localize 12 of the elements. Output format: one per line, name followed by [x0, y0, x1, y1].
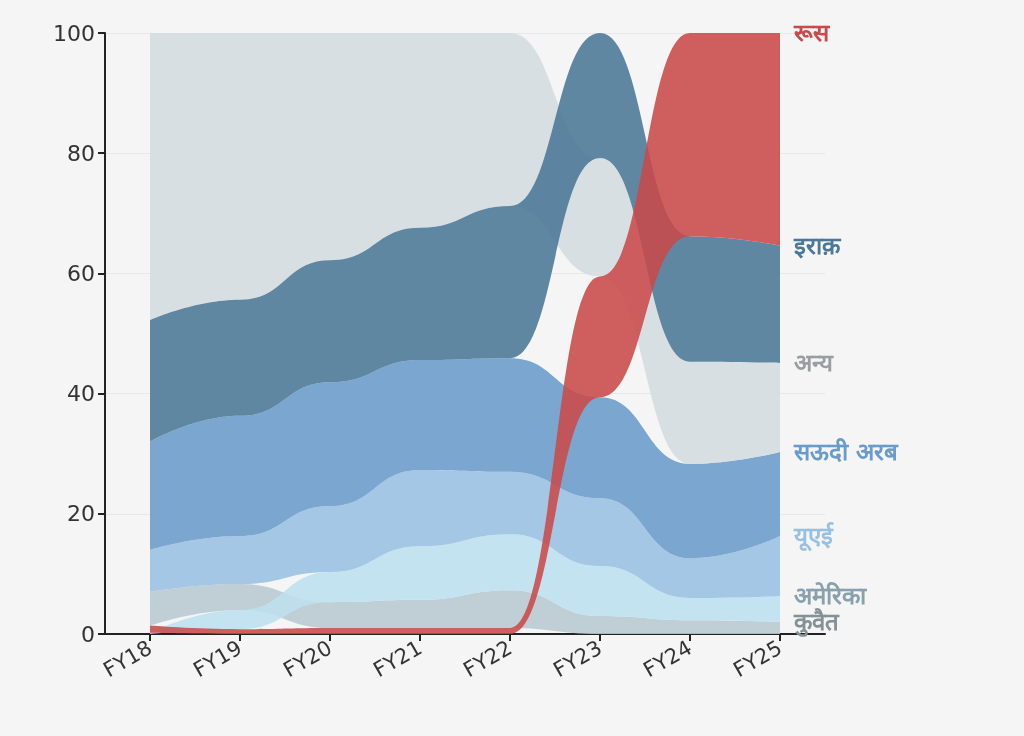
series-label: रूस	[793, 19, 830, 47]
y-tick-label: 20	[67, 501, 95, 527]
y-tick-label: 100	[53, 20, 95, 46]
series-label: कुवैत	[793, 607, 840, 637]
series-label: इराक़	[793, 231, 842, 260]
y-tick-label: 0	[81, 621, 95, 647]
series-label: सऊदी अरब	[793, 437, 900, 466]
y-tick-label: 80	[67, 140, 95, 166]
y-tick-label: 40	[67, 381, 95, 407]
series-label: अन्य	[794, 348, 834, 377]
series-label: यूएई	[793, 522, 834, 553]
y-tick-label: 60	[67, 260, 95, 286]
